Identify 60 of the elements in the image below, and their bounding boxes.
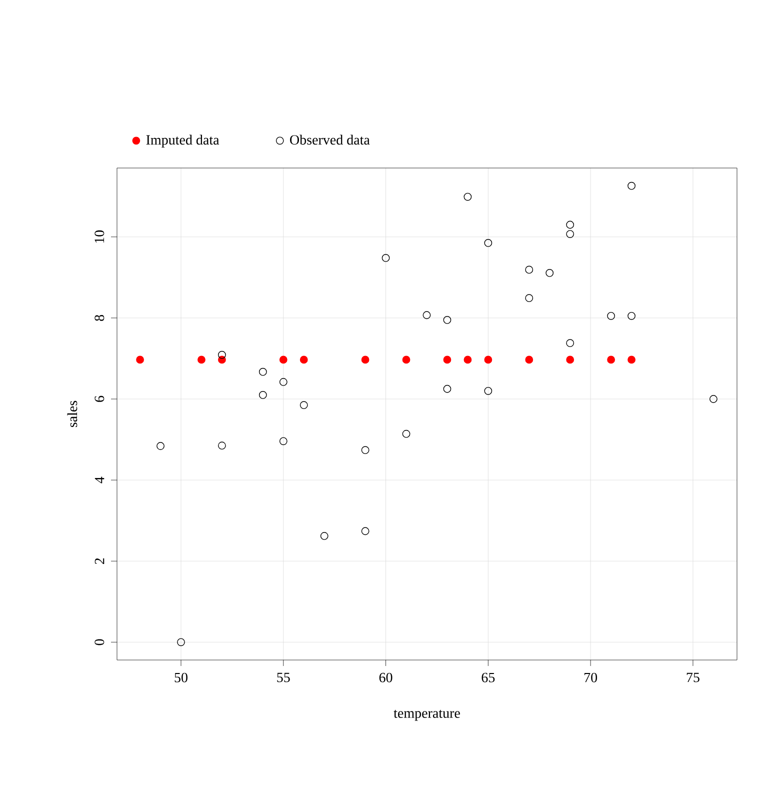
point — [218, 350, 226, 359]
x-tick-label: 55 — [277, 672, 290, 682]
x-tick-label: 70 — [584, 672, 598, 682]
point — [628, 182, 636, 190]
point — [484, 386, 492, 395]
point — [218, 356, 226, 364]
point — [607, 312, 615, 320]
point — [258, 391, 267, 399]
point — [464, 356, 472, 364]
point — [464, 192, 472, 201]
y-tick-label: 4 — [94, 476, 104, 484]
x-tick-label: 65 — [482, 672, 495, 682]
point — [566, 220, 574, 229]
point — [258, 368, 267, 376]
point — [136, 356, 144, 364]
point — [156, 442, 164, 450]
point — [177, 638, 185, 646]
point — [300, 401, 308, 410]
point — [525, 266, 534, 274]
point — [628, 356, 636, 364]
y-tick-label: 10 — [94, 230, 104, 243]
point — [382, 254, 390, 262]
point — [279, 356, 288, 364]
point — [422, 311, 431, 320]
point — [709, 395, 718, 403]
x-axis-title: temperature — [394, 710, 460, 721]
point — [218, 442, 226, 450]
point — [279, 437, 288, 446]
legend-label: Imputed data — [146, 134, 220, 148]
point — [443, 316, 452, 324]
point — [198, 356, 206, 364]
point — [566, 230, 574, 238]
point — [443, 356, 452, 364]
point — [628, 312, 636, 320]
point — [525, 356, 534, 364]
y-tick-label: 0 — [94, 639, 104, 646]
point — [484, 356, 492, 364]
point — [361, 527, 370, 536]
point — [566, 339, 574, 348]
x-tick-label: 60 — [379, 672, 392, 682]
point — [320, 532, 328, 540]
point — [443, 384, 452, 393]
point — [484, 239, 492, 247]
x-tick-label: 50 — [174, 672, 188, 682]
y-tick-label: 6 — [94, 396, 104, 402]
point — [361, 356, 370, 364]
y-tick-label: 8 — [94, 314, 104, 321]
legend-label: Observed data — [290, 134, 370, 145]
point — [402, 430, 410, 438]
point — [525, 294, 534, 302]
point — [361, 446, 370, 454]
y-tick-label: 2 — [94, 558, 104, 564]
y-axis-title: sales — [67, 400, 78, 428]
point — [279, 378, 288, 386]
x-tick-label: 75 — [686, 672, 700, 682]
point — [300, 356, 308, 364]
point — [402, 356, 410, 364]
point — [607, 356, 615, 364]
point — [566, 356, 574, 364]
point — [546, 269, 554, 277]
